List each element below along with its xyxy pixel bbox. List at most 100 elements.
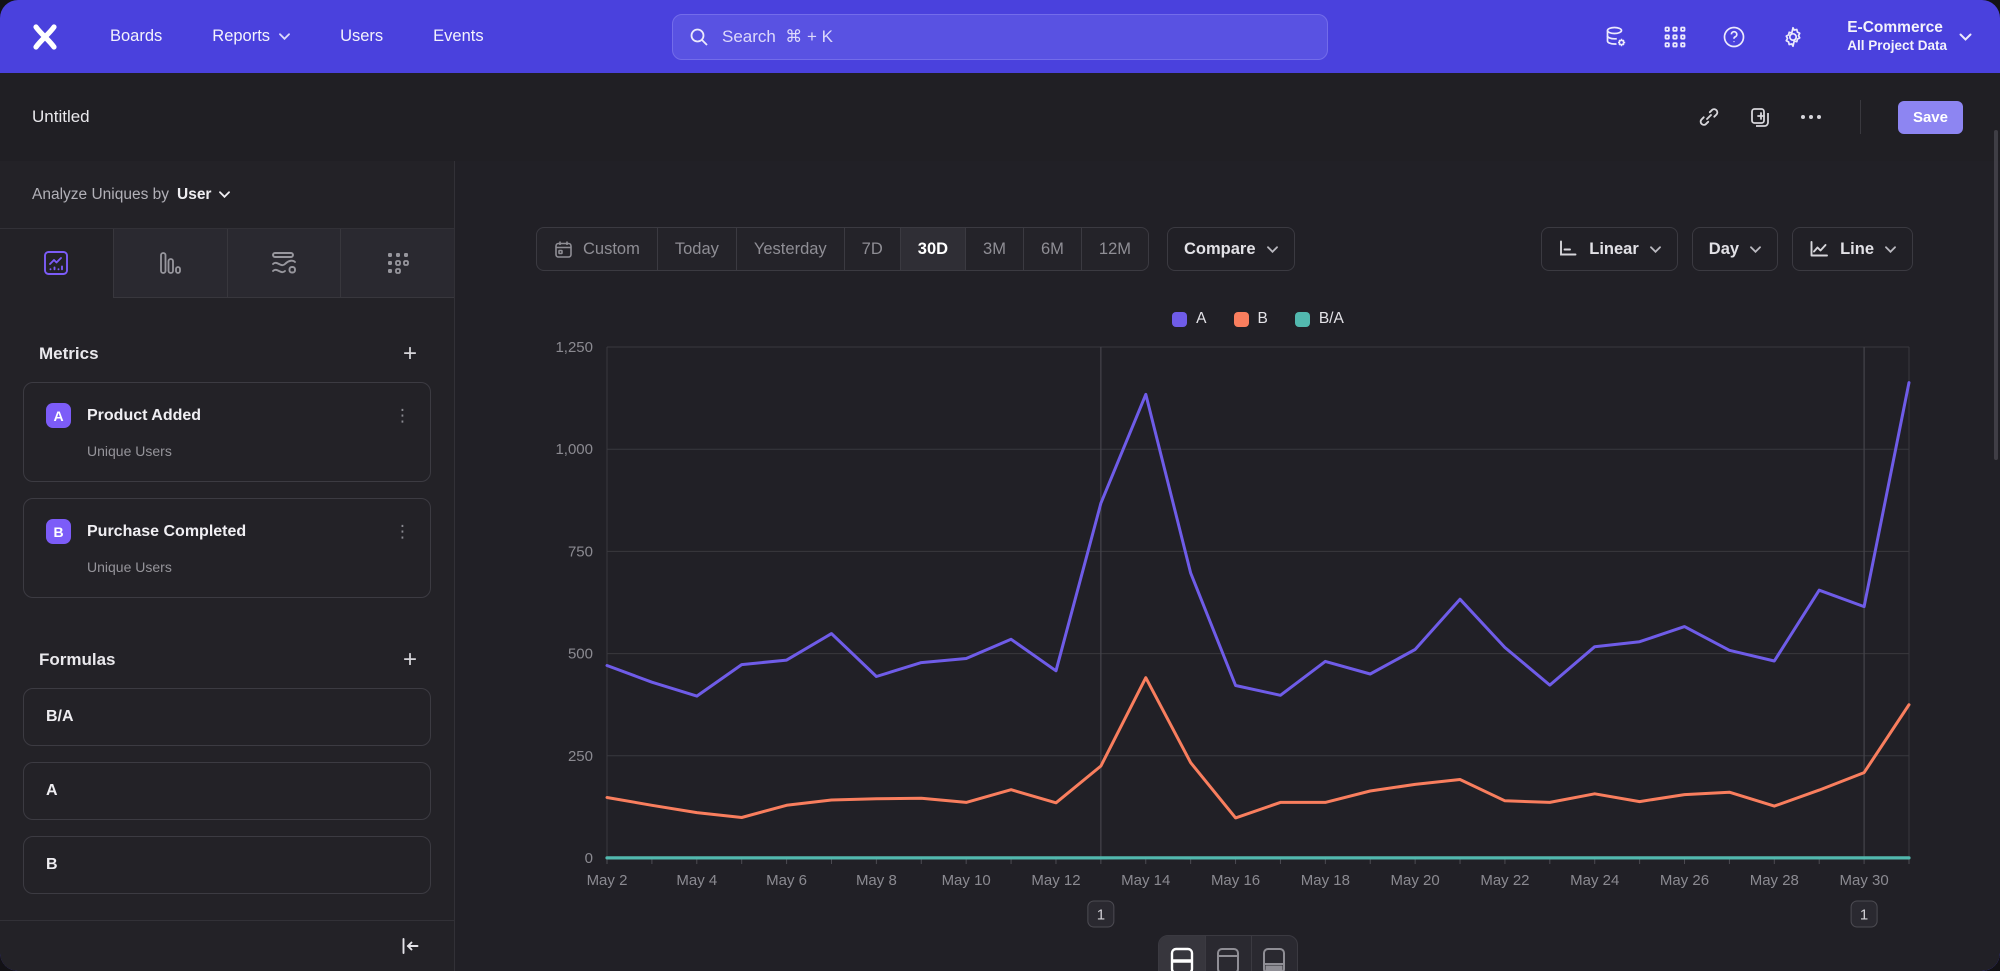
annotation-badge[interactable] (1087, 900, 1115, 928)
y-axis-label: 250 (568, 748, 593, 765)
x-axis-label: May 24 (1570, 872, 1619, 889)
table-only-view-button[interactable] (1250, 936, 1297, 971)
project-switcher[interactable]: E-Commerce All Project Data (1847, 18, 1972, 54)
range-7d[interactable]: 7D (843, 228, 900, 270)
tab-insights[interactable] (0, 229, 113, 298)
line-chart-icon (1809, 240, 1829, 258)
divider (1859, 100, 1861, 134)
line-chart[interactable]: 0 250 500 750 1,000 1,250 1 1 May 2 May 4 May 6 May… (455, 331, 1999, 971)
apps-grid-icon[interactable] (1662, 24, 1688, 50)
date-range-picker: Custom Today Yesterday 7D 30D 3M 6M 12M (536, 227, 1149, 271)
metric-menu-icon[interactable]: ⋮ (394, 405, 411, 425)
formula-card[interactable]: A (23, 762, 431, 820)
main-nav: Boards Reports Users Events (110, 27, 484, 46)
y-axis-label: 1,250 (555, 339, 593, 356)
y-scale-button[interactable]: Linear (1541, 227, 1678, 271)
project-name: E-Commerce (1847, 19, 1943, 37)
analyze-label: Analyze Uniques by (32, 185, 169, 203)
range-yesterday[interactable]: Yesterday (735, 228, 844, 270)
metric-card-a[interactable]: A Product Added ⋮ Unique Users (23, 382, 431, 482)
y-axis-label: 1,000 (555, 441, 593, 458)
legend-swatch (1294, 311, 1310, 327)
legend-item-a[interactable]: A (1172, 310, 1207, 328)
metrics-section-title: Metrics (39, 344, 99, 363)
granularity-button[interactable]: Day (1691, 227, 1779, 271)
link-icon[interactable] (1697, 105, 1721, 129)
compare-button[interactable]: Compare (1167, 227, 1295, 271)
nav-item-events[interactable]: Events (433, 27, 484, 45)
data-sources-icon[interactable] (1603, 24, 1629, 50)
range-30d[interactable]: 30D (899, 228, 966, 270)
annotation-badge-label: 1 (1860, 907, 1868, 924)
tab-flows[interactable] (226, 229, 341, 298)
linear-scale-icon (1558, 240, 1578, 258)
add-formula-button[interactable]: + (402, 646, 417, 673)
metric-letter-badge: B (46, 519, 71, 544)
chart-and-table-view-button[interactable] (1158, 936, 1205, 971)
annotation-badge[interactable] (1850, 900, 1878, 928)
chart-only-view-button[interactable] (1204, 936, 1251, 971)
nav-item-reports[interactable]: Reports (212, 27, 290, 46)
x-axis-label: May 18 (1301, 872, 1350, 889)
x-axis-label: May 8 (856, 872, 897, 889)
metric-name: Purchase Completed (87, 522, 247, 540)
more-icon[interactable] (1799, 105, 1823, 129)
x-axis-label: May 16 (1211, 872, 1260, 889)
save-button[interactable]: Save (1897, 100, 1963, 134)
x-axis-label: May 12 (1031, 872, 1080, 889)
sidebar-footer (0, 920, 454, 971)
range-3m[interactable]: 3M (965, 228, 1023, 270)
range-6m[interactable]: 6M (1022, 228, 1081, 270)
nav-item-users[interactable]: Users (340, 27, 384, 45)
help-icon[interactable] (1721, 24, 1747, 50)
chevron-down-icon (1959, 33, 1972, 41)
range-custom[interactable]: Custom (537, 228, 657, 270)
tab-retention[interactable] (340, 229, 454, 298)
formula-card[interactable]: B (23, 836, 431, 894)
range-today[interactable]: Today (656, 228, 736, 270)
formulas-section-title: Formulas (39, 650, 116, 669)
report-title-bar: Untitled (0, 73, 2000, 161)
mixpanel-logo-icon[interactable] (26, 18, 64, 56)
duplicate-icon[interactable] (1748, 105, 1772, 129)
add-metric-button[interactable]: + (402, 340, 417, 367)
chart-controls: Custom Today Yesterday 7D 30D 3M 6M 12M Compare (536, 227, 1913, 271)
legend-item-b-a[interactable]: B/A (1294, 310, 1344, 328)
analyze-row: Analyze Uniques by User (0, 161, 454, 228)
x-axis-label: May 22 (1480, 872, 1529, 889)
y-axis-label: 500 (568, 646, 593, 663)
tab-funnels[interactable] (112, 229, 227, 298)
settings-gear-icon[interactable] (1780, 24, 1806, 50)
y-axis-label: 0 (585, 850, 593, 867)
query-sidebar: Analyze Uniques by User (0, 161, 455, 971)
y-axis-label: 750 (568, 543, 593, 560)
series-line-b[interactable] (605, 676, 1911, 820)
formula-card[interactable]: B/A (23, 688, 431, 746)
nav-item-boards[interactable]: Boards (110, 27, 163, 45)
report-title[interactable]: Untitled (32, 107, 90, 126)
annotation-badge-label: 1 (1097, 907, 1105, 924)
metric-menu-icon[interactable]: ⋮ (394, 521, 411, 541)
legend-item-b[interactable]: B (1233, 310, 1268, 328)
search-icon (689, 27, 709, 47)
series-line-a[interactable] (605, 381, 1911, 698)
legend-swatch (1172, 311, 1188, 327)
calendar-icon (554, 240, 573, 259)
metric-letter-badge: A (46, 403, 71, 428)
metric-card-b[interactable]: B Purchase Completed ⋮ Unique Users (23, 498, 431, 598)
metric-measure[interactable]: Unique Users (87, 443, 172, 459)
range-12m[interactable]: 12M (1080, 228, 1148, 270)
top-nav-bar: Boards Reports Users Events (0, 0, 2000, 73)
search-input[interactable] (722, 27, 1311, 47)
report-window: Untitled (0, 73, 2000, 971)
x-axis-label: May 2 (587, 872, 628, 889)
collapse-sidebar-icon[interactable] (400, 937, 420, 955)
x-axis-label: May 6 (766, 872, 807, 889)
scrollbar[interactable] (1994, 130, 1998, 460)
x-axis-label: May 30 (1840, 872, 1889, 889)
search-bar[interactable] (672, 14, 1328, 60)
metric-measure[interactable]: Unique Users (87, 559, 172, 575)
analyze-entity-dropdown[interactable]: User (177, 186, 231, 204)
chart-type-button[interactable]: Line (1792, 227, 1913, 271)
